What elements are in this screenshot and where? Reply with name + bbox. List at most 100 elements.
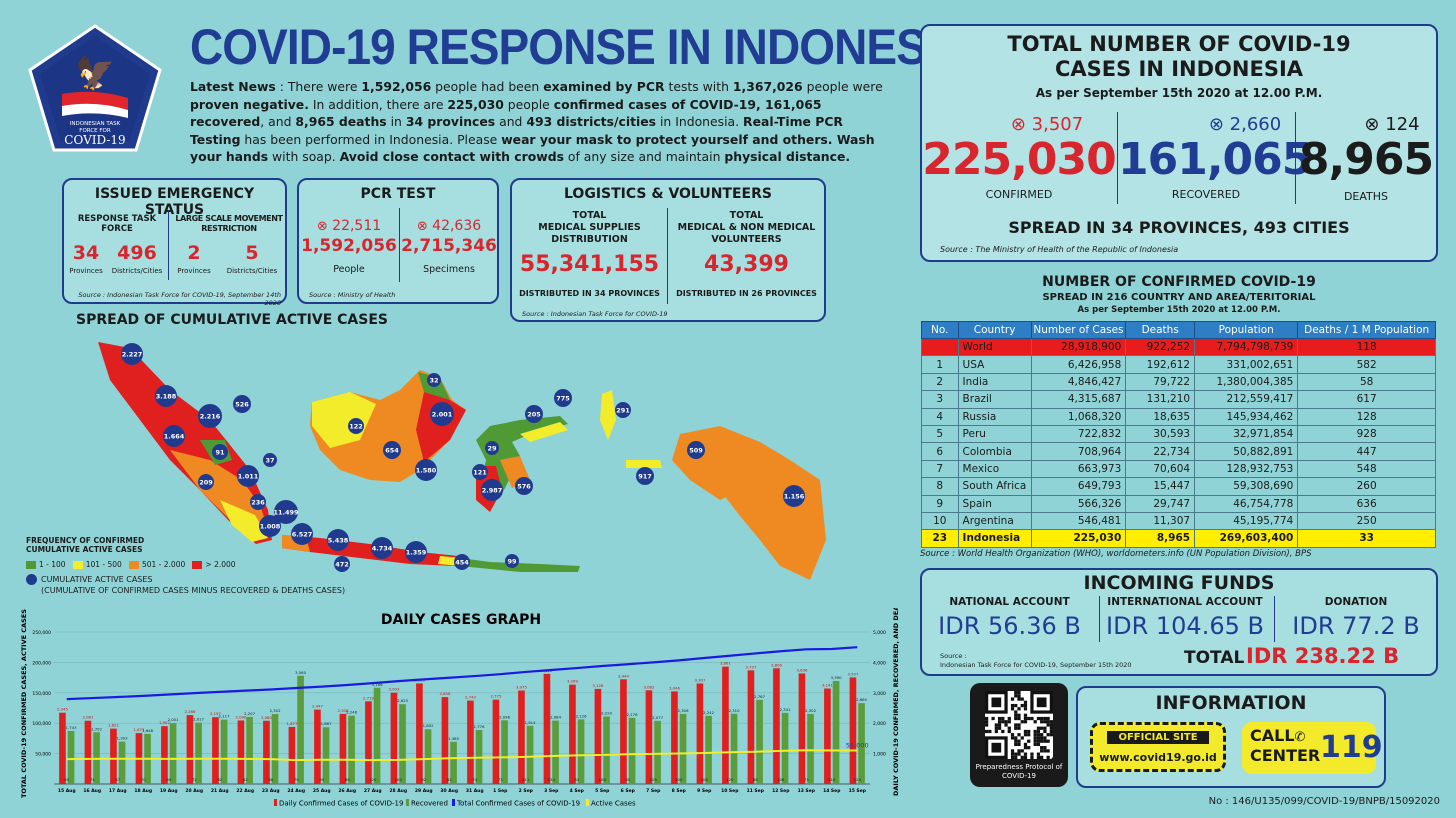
bar-confirmed [186, 715, 194, 784]
bar-recovered [501, 720, 508, 784]
map-bubble: 99 [505, 554, 519, 568]
bar-recovered [118, 741, 126, 784]
emergency-n3: 2 [187, 242, 201, 264]
world-cases-table: No. Country Number of Cases Deaths Populatio… [921, 321, 1436, 548]
national-value: IDR 56.36 B [938, 612, 1081, 640]
map-bubble: 32 [427, 373, 441, 387]
death-label: 82 [447, 777, 452, 782]
table-cell: 9 [921, 494, 959, 513]
x-tick-label: 15 Aug [58, 788, 76, 794]
bar-recovered-label: 2,096 [499, 714, 510, 719]
chart-y2label: DAILY COVID-19 CONFIRMED, RECOVERED, AND… [892, 608, 900, 796]
info-title: INFORMATION [1155, 692, 1307, 714]
x-tick-label: 20 Aug [185, 788, 203, 794]
chevron-up-icon: ⊗ [1010, 114, 1026, 135]
world-subtitle: SPREAD IN 216 COUNTRY AND AREA/TERITORIA… [1042, 292, 1316, 303]
table-cell: 250 [1297, 511, 1436, 531]
bar-recovered-label: 2,306 [678, 708, 689, 713]
deaths-label: DEATHS [1343, 190, 1389, 203]
table-cell: Colombia [957, 442, 1032, 461]
x-tick-label: 13 Sep [798, 788, 816, 794]
bar-recovered-label: 2,207 [244, 711, 255, 716]
table-cell: 649,793 [1030, 477, 1127, 496]
table-row: 4 Russia 1,068,320 18,635 145,934,462 128 [921, 407, 1436, 426]
table-cell: 922,252 [1125, 337, 1196, 357]
map-bubble-label: 209 [199, 479, 213, 487]
response-task-force-head: RESPONSE TASK FORCE [77, 214, 157, 234]
table-cell: 617 [1297, 390, 1436, 409]
table-header-cell: Number of Cases [1030, 321, 1127, 339]
death-label: 124 [854, 777, 862, 782]
funds-total-label: TOTAL [1184, 648, 1245, 668]
pcr-source: Source : Ministry of Health [309, 291, 396, 299]
bar-confirmed-label: 3,737 [745, 664, 756, 669]
death-label: 79 [294, 777, 299, 782]
world-title: NUMBER OF CONFIRMED COVID-19 [1042, 274, 1316, 290]
official-site-url[interactable]: www.covid19.go.id [1099, 751, 1217, 764]
call-center-button[interactable]: CALL✆ CENTER 119 [1242, 722, 1383, 774]
latest-news: Latest News : There were 1,592,056 peopl… [190, 79, 883, 164]
death-label: 106 [777, 777, 785, 782]
information-card: INFORMATION OFFICIAL SITE www.covid19.go… [1076, 686, 1386, 788]
table-row: 10 Argentina 546,481 11,307 45,195,774 250 [921, 511, 1436, 531]
y-tick-label: 50,000 [35, 752, 51, 758]
map-legend-dot: CUMULATIVE ACTIVE CASES (CUMULATIVE OF C… [26, 574, 345, 596]
map-bubble: 1.011 [237, 465, 259, 487]
confirmed-value: 225,030 [922, 134, 1116, 185]
x-tick-label: 12 Sep [772, 788, 790, 794]
official-site-button[interactable]: OFFICIAL SITE www.covid19.go.id [1090, 722, 1226, 772]
legend-bin-2: 101 - 500 [72, 560, 122, 569]
bar-confirmed [237, 720, 245, 784]
x-tick-label: 11 Sep [747, 788, 765, 794]
bar-confirmed-label: 3,046 [669, 685, 680, 690]
bar-confirmed-label: 2,858 [439, 691, 450, 696]
bar-confirmed-label: 1,877 [286, 721, 297, 726]
table-cell: 566,326 [1030, 494, 1127, 513]
death-label: 74 [472, 777, 477, 782]
table-cell: World [957, 337, 1032, 357]
map-bubble: 6.527 [291, 523, 313, 545]
bar-recovered-label: 1,914 [525, 720, 536, 725]
bar-confirmed [110, 728, 117, 784]
emergency-l1: Provinces [69, 267, 103, 275]
map-bubble-label: 32 [429, 377, 438, 385]
bar-recovered [526, 725, 534, 784]
table-cell: 663,973 [1030, 459, 1127, 479]
y-tick-label: 100,000 [32, 721, 51, 727]
bar-confirmed [849, 677, 857, 784]
x-tick-label: 17 Aug [109, 788, 127, 794]
bar-confirmed-label: 3,141 [822, 683, 833, 688]
qr-code-card[interactable]: Preparedness Protocol of COVID-19 [970, 683, 1068, 787]
map-bubble-label: 2.001 [432, 411, 453, 419]
x-tick-label: 15 Sep [849, 788, 867, 794]
table-cell: 70,604 [1125, 459, 1196, 479]
y2-tick-label: 3,000 [873, 691, 886, 697]
bar-recovered-label: 2,302 [805, 708, 816, 713]
bar-confirmed-label: 2,345 [57, 707, 68, 712]
world-source: Source : World Health Organization (WHO)… [920, 549, 1312, 559]
death-label: 105 [650, 777, 658, 782]
table-cell: 1 [921, 355, 959, 374]
map-bubble: 2.987 [481, 479, 503, 501]
legend-label: Total Confirmed Cases of COVID-19 [456, 800, 580, 808]
bar-recovered [67, 731, 75, 784]
logistics-h1: TOTAL MEDICAL SUPPLIES DISTRIBUTION [538, 210, 641, 245]
map-bubble-label: 121 [473, 469, 487, 477]
bar-confirmed-label: 1,902 [159, 720, 170, 725]
logistics-source: Source : Indonesian Task Force for COVID… [522, 310, 668, 318]
funds-source1: Source : [940, 652, 967, 660]
bar-recovered-label: 2,767 [754, 694, 765, 699]
x-tick-label: 25 Aug [313, 788, 331, 794]
map-bubble-label: 454 [455, 559, 469, 567]
world-table-wrap: No. Country Number of Cases Deaths Populatio… [921, 321, 1436, 548]
bar-recovered [348, 715, 355, 784]
x-tick-label: 28 Aug [389, 788, 407, 794]
bar-confirmed [671, 691, 678, 784]
map-bubble: 472 [334, 556, 350, 572]
legend-label: Daily Confirmed Cases of COVID-19 [279, 800, 403, 808]
map-bubble-label: 576 [517, 483, 531, 491]
bar-confirmed [569, 684, 576, 784]
map-bubble-label: 1.580 [416, 467, 437, 475]
table-cell: 708,964 [1030, 442, 1127, 461]
x-tick-label: 19 Aug [160, 788, 178, 794]
